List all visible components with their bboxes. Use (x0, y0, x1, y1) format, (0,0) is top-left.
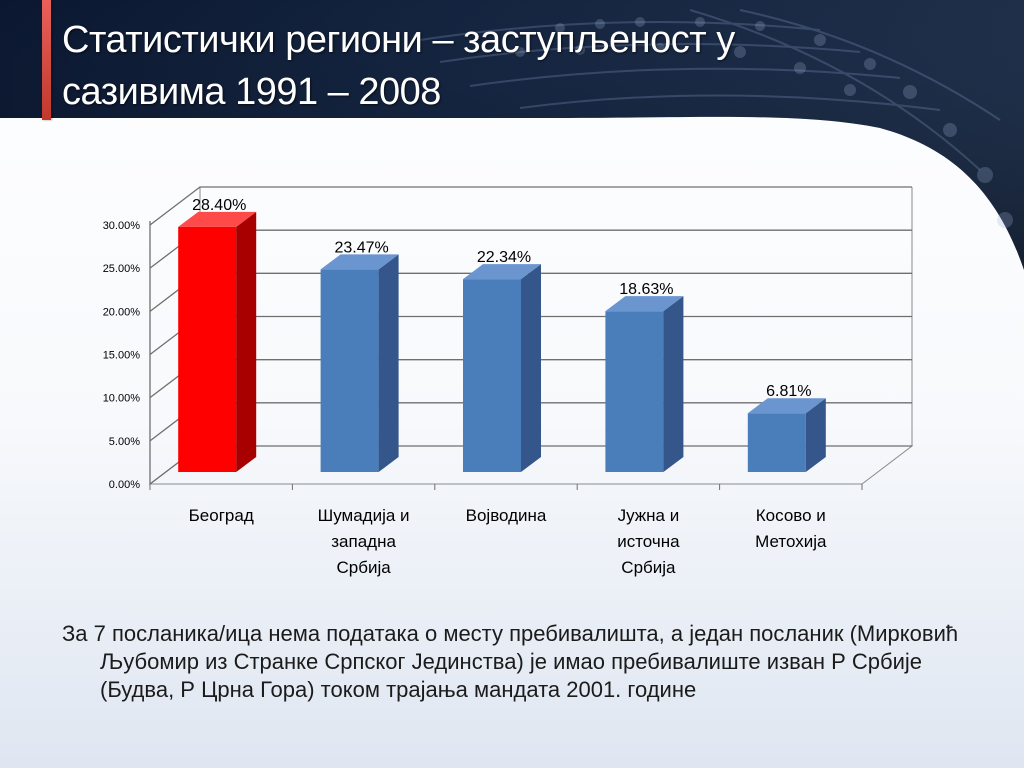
slide-title: Статистички региони – заступљеност у саз… (62, 19, 735, 113)
footnote-text: За 7 посланика/ица нема података о месту… (62, 621, 959, 702)
category-label: Србија (336, 558, 391, 577)
category-label: Јужна и (618, 506, 680, 525)
bar-top (747, 398, 826, 414)
bar-top (605, 296, 684, 312)
y-tick-label: 25.00% (103, 263, 141, 275)
data-label: 22.34% (477, 249, 531, 266)
category-label: источна (617, 532, 680, 551)
y-tick-label: 10.00% (103, 393, 141, 405)
bar-front (320, 269, 379, 472)
bar-side (805, 398, 826, 472)
parliament-photo-banner (0, 0, 1024, 270)
data-label: 6.81% (766, 383, 811, 400)
bar-side (236, 211, 257, 472)
y-tick-label: 30.00% (103, 220, 141, 232)
y-tick-label: 15.00% (103, 350, 141, 362)
bar-front (747, 413, 806, 472)
data-label: 23.47% (334, 239, 388, 256)
bar-front (178, 226, 237, 472)
bar-side (378, 254, 399, 472)
data-label: 18.63% (619, 281, 673, 298)
gridline (149, 186, 912, 226)
bar-chart: 0.00% 5.00% 10.00% 15.00% 20.00% 25.00% 30.00%… (103, 186, 914, 577)
bar-top (463, 264, 541, 280)
bar-front (605, 311, 664, 472)
header-banner: Статистички региони – заступљеност у саз… (0, 0, 1024, 300)
category-label: Метохија (755, 532, 827, 551)
category-label: Косово и (756, 506, 826, 525)
y-tick-label: 0.00% (109, 479, 140, 491)
category-label: Шумадија и (318, 506, 410, 525)
y-tick-label: 5.00% (109, 436, 140, 448)
category-label: Београд (189, 506, 254, 525)
category-label: Србија (621, 558, 676, 577)
title-accent-bar (42, 0, 51, 120)
bar-top (178, 211, 257, 227)
y-tick-label: 20.00% (103, 306, 141, 318)
bar-top (320, 254, 399, 270)
category-label: Војводина (466, 506, 547, 525)
data-label: 28.40% (192, 197, 246, 214)
bar-front (463, 279, 521, 472)
category-label: западна (331, 532, 396, 551)
bar-side (663, 296, 684, 472)
bar-side (521, 264, 541, 472)
